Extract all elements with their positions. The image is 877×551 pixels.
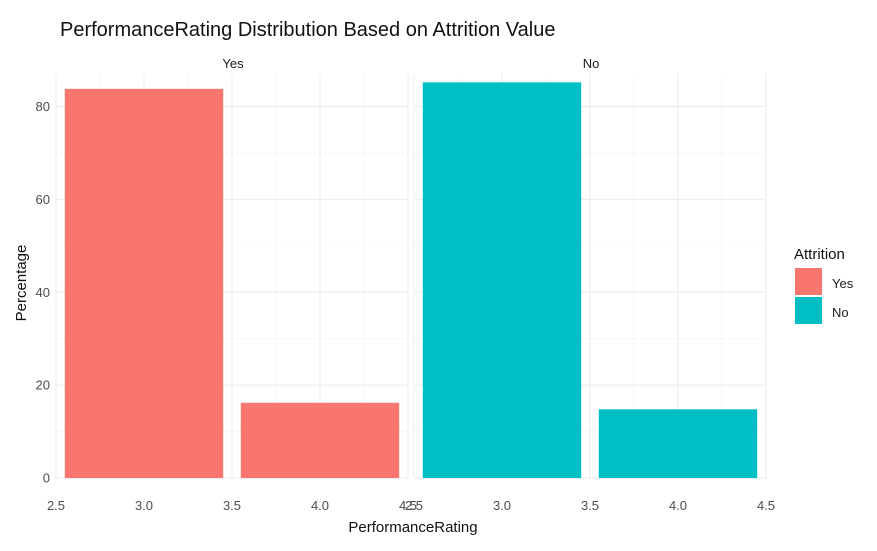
x-tick-label: 3.0: [135, 498, 153, 513]
y-tick-label: 60: [36, 192, 50, 207]
facet-panel-yes: Yes 2.5 3.0 3.5 4.0 4.5: [47, 56, 417, 513]
y-tick-label: 0: [43, 471, 50, 486]
x-tick-label: 3.5: [223, 498, 241, 513]
bar-no-3: [422, 82, 582, 479]
legend-label-yes: Yes: [832, 276, 854, 291]
x-tick-label: 3.5: [581, 498, 599, 513]
y-axis-label: Percentage: [13, 245, 30, 322]
x-tick-label: 4.5: [399, 498, 417, 513]
legend-label-no: No: [832, 305, 849, 320]
x-tick-label: 4.0: [669, 498, 687, 513]
x-tick-label: 3.0: [493, 498, 511, 513]
legend-swatch-yes: [795, 268, 822, 295]
x-axis-label: PerformanceRating: [348, 519, 477, 536]
y-tick-label: 20: [36, 378, 50, 393]
y-tick-label: 80: [36, 99, 50, 114]
legend: Attrition Yes No: [794, 246, 854, 324]
legend-swatch-no: [795, 297, 822, 324]
x-tick-label: 4.5: [757, 498, 775, 513]
y-axis-ticks: 0 20 40 60 80: [36, 99, 50, 485]
bar-yes-3: [64, 88, 224, 478]
legend-title: Attrition: [794, 246, 845, 263]
facet-panel-no: No 2.5 3.0 3.5 4.0 4.5: [405, 56, 775, 513]
x-tick-label: 4.0: [311, 498, 329, 513]
bar-no-4: [598, 409, 758, 478]
facet-strip-yes: Yes: [222, 56, 244, 71]
chart-title: PerformanceRating Distribution Based on …: [60, 19, 555, 41]
facet-strip-no: No: [583, 56, 600, 71]
bar-yes-4: [240, 402, 400, 478]
x-tick-label: 2.5: [405, 498, 423, 513]
x-tick-label: 2.5: [47, 498, 65, 513]
y-tick-label: 40: [36, 285, 50, 300]
